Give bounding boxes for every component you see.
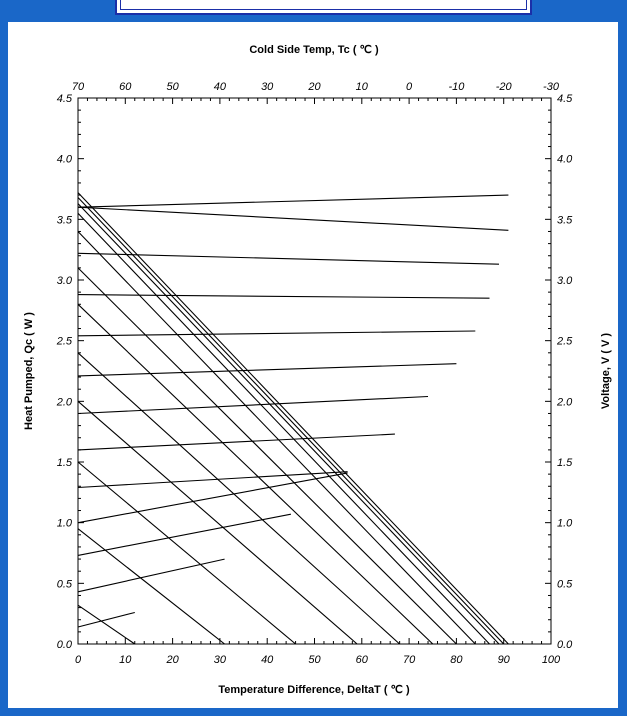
x-axis-title: Temperature Difference, DeltaT ( ℃ ) — [218, 684, 410, 696]
x-tick-label: 10 — [119, 654, 132, 666]
voltage-line — [77, 206, 509, 231]
y-tick-label: 4.5 — [57, 93, 73, 105]
heat-pumped-line — [77, 212, 490, 645]
voltage-line — [77, 513, 292, 556]
voltage-line — [77, 433, 395, 451]
y2-tick-label: 3.0 — [557, 275, 573, 287]
heat-pumped-lines — [77, 192, 509, 645]
top-tick-label: 10 — [356, 81, 369, 93]
x-tick-label: 70 — [403, 654, 416, 666]
y-tick-label: 0.0 — [57, 639, 73, 651]
tick-labels: 0 70 10 60 20 50 30 40 40 30 50 20 60 10 70 0 80 -10 90 -20… — [56, 81, 573, 666]
chart-panel: 0 70 10 60 20 50 30 40 40 30 50 20 60 10 70 0 80 -10 90 -20… — [8, 22, 618, 708]
heat-pumped-line — [77, 203, 500, 645]
y-tick-label: 2.5 — [56, 336, 73, 348]
voltage-line — [77, 330, 476, 337]
y-tick-label: 3.5 — [57, 214, 73, 226]
y-tick-label: 0.5 — [57, 578, 73, 590]
top-tick-label: 20 — [307, 81, 321, 93]
top-tick-label: 70 — [72, 81, 85, 93]
y2-tick-label: 0.5 — [557, 578, 573, 590]
y2-tick-label: 1.5 — [557, 457, 573, 469]
performance-chart: 0 70 10 60 20 50 30 40 40 30 50 20 60 10 70 0 80 -10 90 -20… — [23, 44, 612, 696]
voltage-line — [77, 252, 500, 265]
x-tick-label: 50 — [308, 654, 321, 666]
heat-pumped-line — [77, 528, 225, 645]
top-axis-title: Cold Side Temp, Tc ( ℃ ) — [249, 44, 379, 56]
heat-pumped-line — [77, 604, 136, 645]
top-tick-label: 50 — [166, 81, 179, 93]
voltage-line — [77, 395, 429, 415]
y-tick-label: 4.0 — [57, 154, 73, 166]
y2-tick-label: 4.5 — [557, 93, 573, 105]
voltage-line — [77, 558, 225, 593]
top-tick-label: -20 — [496, 81, 513, 93]
heat-pumped-line — [77, 303, 434, 645]
y2-axis-title: Voltage, V ( V ) — [600, 333, 612, 410]
voltage-lines — [77, 194, 509, 628]
voltage-line — [77, 471, 348, 489]
top-tick-label: -30 — [543, 81, 560, 93]
heat-pumped-line — [77, 231, 476, 645]
heat-pumped-line — [77, 267, 457, 645]
voltage-line — [77, 194, 509, 208]
y2-tick-label: 3.5 — [557, 214, 573, 226]
voltage-line — [77, 294, 490, 299]
top-tick-label: 40 — [214, 81, 227, 93]
x-tick-label: 80 — [450, 654, 463, 666]
x-tick-label: 60 — [356, 654, 369, 666]
top-tick-label: -10 — [448, 81, 465, 93]
y2-tick-label: 4.0 — [557, 154, 573, 166]
heat-pumped-line — [77, 400, 358, 645]
y-tick-label: 3.0 — [57, 275, 73, 287]
top-banner — [115, 0, 532, 15]
axis-ticks — [77, 97, 552, 645]
x-tick-label: 90 — [498, 654, 511, 666]
x-tick-label: 40 — [261, 654, 274, 666]
top-tick-label: 60 — [119, 81, 132, 93]
y2-tick-label: 1.0 — [557, 518, 573, 530]
heat-pumped-line — [77, 352, 400, 645]
y2-tick-label: 2.5 — [556, 336, 573, 348]
y2-tick-label: 0.0 — [557, 639, 573, 651]
top-tick-label: 30 — [261, 81, 274, 93]
heat-pumped-line — [77, 192, 509, 645]
y-tick-label: 1.5 — [57, 457, 73, 469]
voltage-line — [77, 472, 348, 524]
voltage-line — [77, 363, 457, 377]
top-tick-label: 0 — [406, 81, 413, 93]
y2-tick-label: 2.0 — [556, 396, 573, 408]
x-tick-label: 0 — [75, 654, 82, 666]
x-tick-label: 100 — [542, 654, 561, 666]
x-tick-label: 30 — [214, 654, 227, 666]
x-tick-label: 20 — [165, 654, 179, 666]
heat-pumped-line — [77, 461, 296, 645]
voltage-line — [77, 611, 135, 628]
y-axis-title: Heat Pumped, Qc ( W ) — [23, 312, 35, 430]
heat-pumped-line — [77, 197, 505, 645]
y-tick-label: 1.0 — [57, 518, 73, 530]
y-tick-label: 2.0 — [56, 396, 73, 408]
plot-frame — [77, 97, 552, 645]
